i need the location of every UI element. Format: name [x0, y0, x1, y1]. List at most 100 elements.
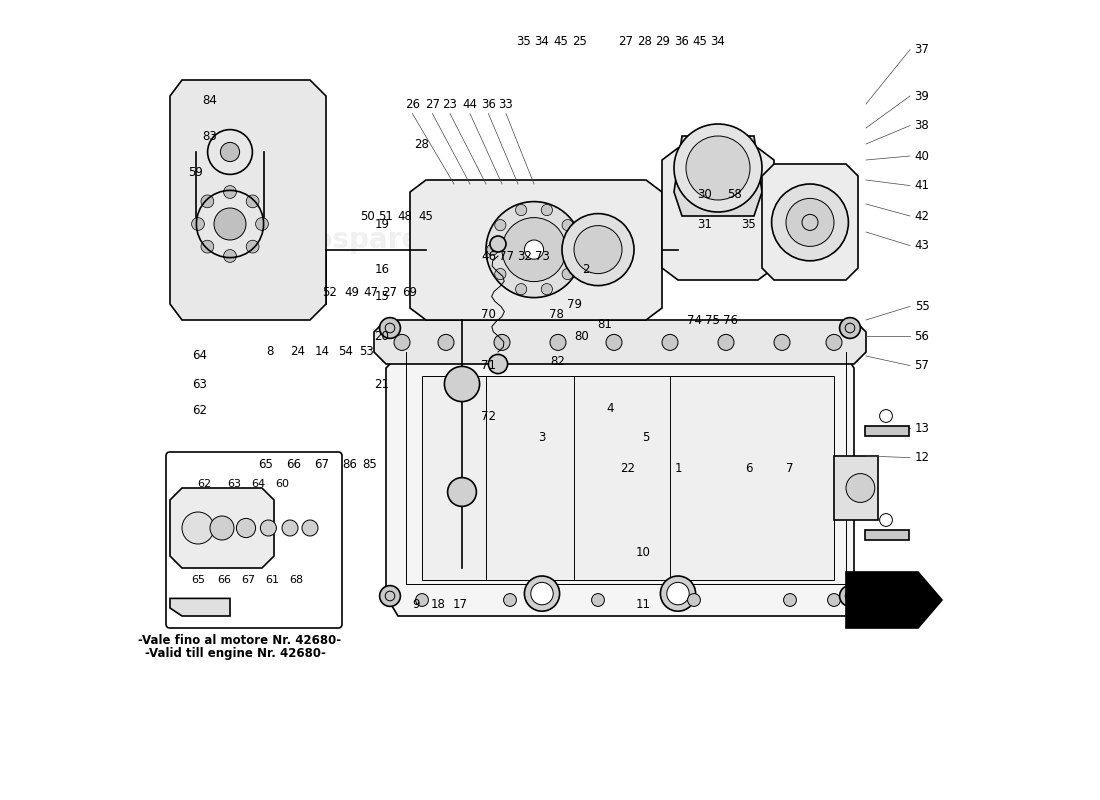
Text: 8: 8: [266, 346, 274, 358]
Text: 18: 18: [430, 598, 446, 610]
Text: 34: 34: [535, 35, 549, 48]
Text: 47: 47: [363, 286, 378, 298]
Circle shape: [214, 208, 246, 240]
Circle shape: [786, 198, 834, 246]
Polygon shape: [170, 80, 326, 320]
Text: 32: 32: [517, 250, 531, 262]
Text: 31: 31: [697, 218, 712, 230]
Text: 22: 22: [620, 462, 635, 474]
Text: 9: 9: [411, 598, 419, 610]
Text: 48: 48: [398, 210, 412, 222]
Circle shape: [783, 594, 796, 606]
Text: 45: 45: [419, 210, 433, 222]
Polygon shape: [170, 488, 274, 568]
Circle shape: [502, 218, 566, 282]
Circle shape: [210, 516, 234, 540]
Circle shape: [302, 520, 318, 536]
Text: 19: 19: [374, 218, 389, 230]
Text: 85: 85: [363, 458, 377, 470]
Circle shape: [880, 410, 892, 422]
Text: 72: 72: [481, 410, 496, 422]
Text: 46: 46: [481, 250, 496, 262]
Circle shape: [771, 184, 848, 261]
Text: 58: 58: [727, 188, 741, 201]
Text: 73: 73: [535, 250, 549, 262]
Text: 61: 61: [265, 575, 279, 585]
Circle shape: [223, 250, 236, 262]
Circle shape: [574, 226, 622, 274]
Text: 12: 12: [914, 451, 929, 464]
Circle shape: [516, 283, 527, 294]
Circle shape: [201, 240, 213, 253]
Text: 59: 59: [188, 166, 204, 178]
Circle shape: [490, 236, 506, 252]
Text: 65: 65: [191, 575, 205, 585]
Text: 2: 2: [582, 263, 590, 276]
Circle shape: [191, 218, 205, 230]
Text: 66: 66: [286, 458, 301, 470]
Circle shape: [570, 244, 581, 255]
Text: 1: 1: [674, 462, 682, 474]
Circle shape: [562, 214, 634, 286]
Polygon shape: [834, 456, 878, 520]
Text: 63: 63: [227, 479, 241, 489]
Text: eurospares: eurospares: [653, 546, 846, 574]
FancyBboxPatch shape: [166, 452, 342, 628]
Circle shape: [261, 520, 276, 536]
Circle shape: [880, 514, 892, 526]
Polygon shape: [410, 180, 662, 320]
Polygon shape: [386, 356, 854, 616]
Text: 24: 24: [290, 346, 306, 358]
Circle shape: [846, 474, 874, 502]
Text: 74: 74: [686, 314, 702, 326]
Text: 28: 28: [415, 138, 429, 150]
Circle shape: [662, 334, 678, 350]
Circle shape: [774, 334, 790, 350]
Text: 64: 64: [192, 350, 207, 362]
Text: 60: 60: [275, 479, 289, 489]
Text: 63: 63: [192, 378, 207, 390]
Circle shape: [246, 195, 258, 208]
Text: 26: 26: [405, 98, 420, 110]
Circle shape: [826, 334, 842, 350]
Circle shape: [444, 366, 480, 402]
Circle shape: [531, 582, 553, 605]
Circle shape: [182, 512, 214, 544]
Text: 16: 16: [374, 263, 389, 276]
Circle shape: [839, 586, 860, 606]
Circle shape: [486, 202, 582, 298]
Circle shape: [525, 240, 543, 259]
Text: 17: 17: [453, 598, 468, 610]
Text: 70: 70: [481, 308, 496, 321]
Circle shape: [201, 195, 213, 208]
Circle shape: [562, 219, 573, 230]
Circle shape: [394, 334, 410, 350]
Polygon shape: [662, 148, 774, 280]
Circle shape: [220, 142, 240, 162]
Polygon shape: [374, 320, 866, 364]
Circle shape: [688, 594, 701, 606]
Text: 66: 66: [218, 575, 231, 585]
Circle shape: [379, 318, 400, 338]
Text: 6: 6: [745, 462, 752, 474]
Text: 65: 65: [258, 458, 274, 470]
Text: 82: 82: [551, 355, 565, 368]
Text: 75: 75: [705, 314, 719, 326]
Circle shape: [487, 244, 498, 255]
Circle shape: [550, 334, 566, 350]
Circle shape: [246, 240, 258, 253]
Circle shape: [674, 124, 762, 212]
Text: 28: 28: [637, 35, 652, 48]
Text: 57: 57: [914, 359, 929, 372]
Text: 36: 36: [481, 98, 496, 110]
Text: 67: 67: [241, 575, 255, 585]
Polygon shape: [422, 376, 834, 580]
Text: 5: 5: [642, 431, 650, 444]
Text: 44: 44: [462, 98, 477, 110]
Text: 27: 27: [425, 98, 440, 110]
Text: 23: 23: [442, 98, 458, 110]
Polygon shape: [170, 598, 230, 616]
Text: 35: 35: [741, 218, 756, 230]
Bar: [866, 426, 910, 436]
Circle shape: [504, 594, 516, 606]
